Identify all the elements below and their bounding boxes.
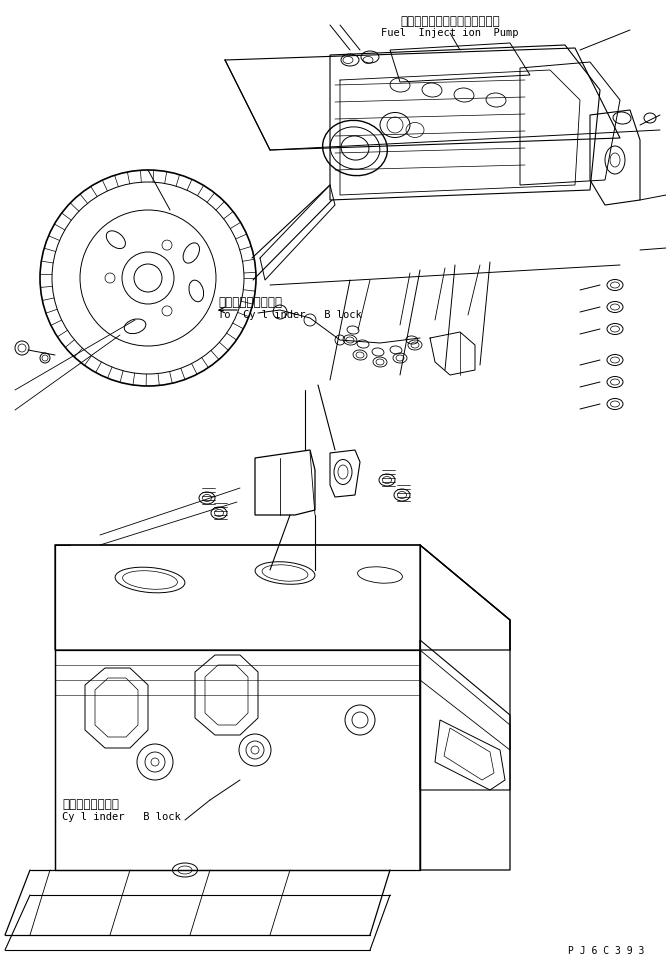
Text: Cy l inder   B lock: Cy l inder B lock [62,812,180,822]
Text: Fuel  Inject ion  Pump: Fuel Inject ion Pump [381,28,519,38]
Text: シリンダブロックヘ: シリンダブロックヘ [218,296,282,309]
Text: フェルインジェクションポンプ: フェルインジェクションポンプ [400,15,500,28]
Text: P J 6 C 3 9 3: P J 6 C 3 9 3 [568,946,645,956]
Text: To  Cy l inder   B lock: To Cy l inder B lock [218,310,362,320]
Text: シリンダブロック: シリンダブロック [62,798,119,811]
